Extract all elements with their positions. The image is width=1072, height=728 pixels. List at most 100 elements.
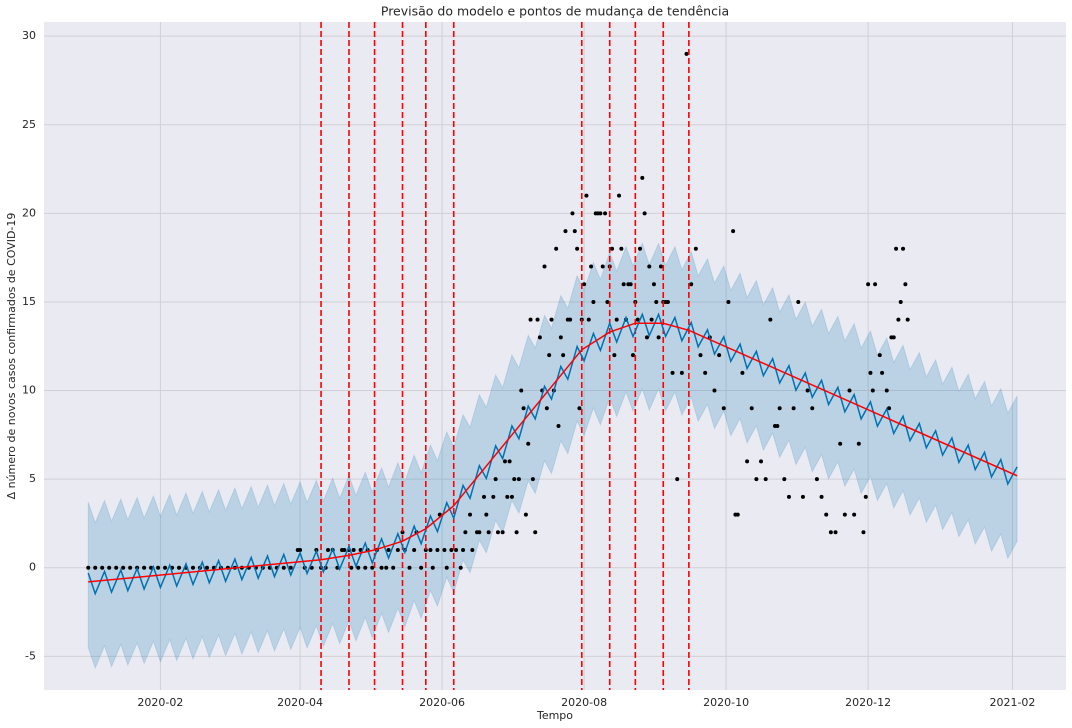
line	[87, 312, 1018, 596]
observation-point	[777, 406, 782, 411]
observation-point	[819, 494, 824, 499]
observation-point	[763, 477, 768, 482]
observation-point	[384, 565, 389, 570]
observation-point	[670, 370, 675, 375]
observation-point	[514, 530, 519, 535]
observation-point	[796, 299, 801, 304]
observation-point	[528, 317, 533, 322]
x-tick-label: 2021-02	[989, 696, 1035, 709]
observation-point	[288, 565, 293, 570]
observation-point	[142, 565, 147, 570]
observation-point	[561, 353, 566, 358]
observation-point	[505, 494, 510, 499]
observation-point	[509, 494, 514, 499]
observation-point	[190, 565, 195, 570]
observation-point	[423, 548, 428, 553]
observation-point	[521, 406, 526, 411]
observation-point	[349, 565, 354, 570]
observation-point	[458, 565, 463, 570]
observation-point	[898, 299, 903, 304]
observation-point	[519, 388, 524, 393]
observation-point	[654, 299, 659, 304]
observation-point	[689, 282, 694, 287]
observation-point	[589, 264, 594, 269]
observation-point	[363, 565, 368, 570]
observation-point	[412, 548, 417, 553]
observation-point	[463, 530, 468, 535]
observation-point	[598, 211, 603, 216]
observation-point	[468, 512, 473, 517]
observation-point	[461, 548, 466, 553]
observation-point	[570, 211, 575, 216]
observation-point	[572, 229, 577, 234]
x-axis-label: Tempo	[536, 709, 573, 722]
observation-point	[481, 494, 486, 499]
observation-point	[647, 264, 652, 269]
observation-point	[107, 565, 112, 570]
observation-point	[870, 388, 875, 393]
observation-point	[856, 441, 861, 446]
observation-point	[828, 530, 833, 535]
observation-point	[477, 530, 482, 535]
observation-point	[449, 548, 454, 553]
x-tick-label: 2020-08	[561, 696, 607, 709]
observation-point	[800, 494, 805, 499]
observation-point	[568, 317, 573, 322]
y-tick-label: 0	[29, 561, 36, 574]
observation-point	[575, 246, 580, 251]
observation-point	[810, 406, 815, 411]
observation-point	[407, 565, 412, 570]
observation-point	[745, 459, 750, 464]
observation-point	[386, 548, 391, 553]
observation-point	[824, 512, 829, 517]
y-tick-label: 5	[29, 472, 36, 485]
observation-point	[731, 229, 736, 234]
observation-point	[617, 193, 622, 198]
observation-point	[698, 353, 703, 358]
observation-point	[370, 565, 375, 570]
observation-point	[635, 317, 640, 322]
observation-point	[740, 370, 745, 375]
observation-point	[614, 317, 619, 322]
observation-point	[749, 406, 754, 411]
observation-point	[419, 565, 424, 570]
observation-point	[486, 530, 491, 535]
y-tick-label: 20	[22, 206, 36, 219]
observation-point	[754, 477, 759, 482]
observation-point	[342, 548, 347, 553]
observation-point	[891, 335, 896, 340]
observation-point	[444, 565, 449, 570]
observation-point	[93, 565, 98, 570]
x-tick-label: 2020-12	[845, 696, 891, 709]
observation-point	[896, 317, 901, 322]
observation-point	[356, 565, 361, 570]
observation-point	[326, 548, 331, 553]
observation-point	[391, 565, 396, 570]
observation-point	[877, 353, 882, 358]
chart-title: Previsão do modelo e pontos de mudança d…	[381, 4, 729, 19]
observation-point	[523, 512, 528, 517]
observation-point	[703, 370, 708, 375]
observation-point	[782, 477, 787, 482]
observation-point	[644, 335, 649, 340]
observation-point	[630, 353, 635, 358]
observation-point	[628, 282, 633, 287]
observation-point	[591, 299, 596, 304]
grid	[44, 22, 1066, 690]
observation-point	[726, 299, 731, 304]
observation-point	[651, 282, 656, 287]
observation-point	[693, 246, 698, 251]
observation-point	[610, 246, 615, 251]
observation-point	[887, 406, 892, 411]
observation-point	[428, 548, 433, 553]
observation-point	[502, 459, 507, 464]
plot-area	[44, 22, 1066, 690]
observation-point	[493, 477, 498, 482]
observation-point	[880, 370, 885, 375]
observation-point	[642, 211, 647, 216]
observation-point	[298, 548, 303, 553]
observation-point	[512, 477, 517, 482]
observation-point	[547, 353, 552, 358]
observation-point	[535, 317, 540, 322]
